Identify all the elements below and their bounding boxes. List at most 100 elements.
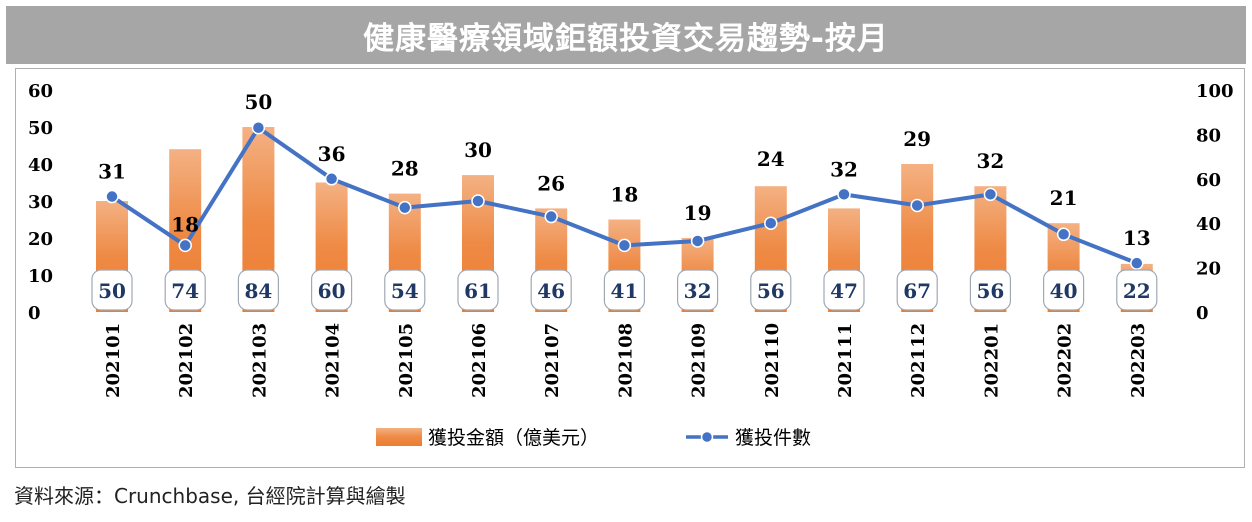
legend: 獲投金額（億美元） 獲投件數 (376, 427, 811, 449)
legend-bar-label: 獲投金額（億美元） (428, 427, 599, 449)
line-point (837, 187, 851, 202)
amount-label: 21 (1050, 186, 1078, 210)
left-axis: 0 10 20 30 40 50 60 (28, 81, 53, 324)
chart-title: 健康醫療領域鉅額投資交易趨勢-按月 (6, 6, 1246, 64)
left-tick-label: 0 (28, 303, 41, 324)
right-tick-label: 0 (1196, 303, 1209, 324)
x-tick-label: 202108 (615, 323, 636, 398)
amount-label: 13 (1123, 226, 1151, 250)
amount-label: 28 (391, 157, 419, 181)
x-tick-label: 202111 (835, 323, 856, 398)
count-label-box (823, 269, 865, 311)
count-label-box (896, 269, 938, 311)
count-label: 22 (1123, 279, 1151, 303)
amount-label: 24 (757, 147, 785, 171)
count-label-box (91, 269, 133, 311)
amount-label: 29 (903, 127, 931, 151)
count-label-box (164, 269, 206, 311)
x-tick-label: 202101 (103, 323, 124, 398)
line-point (324, 172, 339, 186)
legend-line-marker (700, 430, 714, 444)
left-tick-label: 50 (28, 118, 53, 139)
source-note: 資料來源：Crunchbase, 台經院計算與繪製 (14, 484, 406, 508)
line-point (251, 120, 266, 135)
x-tick-label: 202109 (689, 323, 710, 398)
count-label-box (1042, 269, 1085, 311)
count-label: 54 (391, 279, 419, 303)
x-tick-label: 202201 (981, 323, 1002, 398)
line-point (764, 216, 778, 230)
x-tick-label: 202104 (323, 323, 344, 398)
count-label: 32 (684, 279, 712, 303)
count-label-box (530, 269, 572, 311)
legend-bar-swatch (376, 428, 422, 446)
count-label: 61 (464, 279, 492, 303)
count-label: 60 (318, 279, 346, 303)
right-tick-label: 20 (1196, 259, 1221, 280)
amount-label: 36 (318, 142, 346, 166)
amount-label: 32 (830, 157, 858, 181)
line-point (1056, 227, 1071, 242)
line-point (544, 209, 558, 224)
line-value-labels: 50 74 84 60 54 61 46 41 32 56 47 67 56 40 22 (91, 269, 1158, 311)
x-tick-label: 202107 (542, 323, 563, 398)
right-tick-label: 40 (1196, 214, 1221, 235)
x-tick-label: 202110 (762, 323, 783, 398)
right-tick-label: 100 (1196, 81, 1234, 102)
x-tick-label: 202203 (1128, 323, 1149, 398)
count-label: 56 (976, 279, 1004, 303)
right-tick-label: 80 (1196, 125, 1221, 146)
left-tick-label: 40 (28, 155, 53, 176)
bar-value-labels: 31 18 50 36 28 30 26 18 19 24 32 29 32 21 13 (98, 90, 1151, 250)
x-tick-label: 202112 (908, 323, 929, 398)
count-label-box (457, 269, 499, 311)
amount-label: 18 (171, 212, 199, 236)
x-tick-label: 202103 (249, 323, 270, 398)
count-label-box (603, 269, 646, 311)
count-label: 47 (830, 279, 858, 303)
count-label: 40 (1050, 279, 1078, 303)
right-axis: 0 20 40 60 80 100 (1196, 81, 1234, 324)
line-point (617, 238, 632, 253)
count-label: 56 (757, 279, 785, 303)
amount-label: 30 (464, 138, 492, 162)
count-label: 46 (537, 279, 565, 303)
line-point (471, 194, 485, 208)
line-point (398, 200, 412, 215)
count-label: 50 (98, 279, 126, 303)
count-label: 84 (244, 279, 272, 303)
x-tick-label: 202102 (176, 323, 197, 398)
line-point (690, 234, 705, 248)
count-label-box (384, 269, 426, 311)
amount-label: 31 (98, 160, 126, 184)
legend-line-label: 獲投件數 (735, 427, 811, 449)
left-tick-label: 20 (28, 229, 53, 250)
count-label-box (676, 269, 719, 311)
amount-label: 50 (244, 90, 272, 114)
x-tick-label: 202105 (396, 323, 417, 398)
left-tick-label: 30 (28, 192, 53, 213)
count-label: 67 (903, 279, 931, 303)
x-tick-label: 202106 (469, 323, 490, 398)
x-axis-labels: 202101 202102 202103 202104 202105 202106 2021… (103, 323, 1149, 398)
line-point (1130, 256, 1144, 270)
amount-label: 32 (976, 149, 1004, 173)
amount-label: 26 (537, 171, 565, 195)
amount-label: 18 (610, 183, 638, 207)
amount-label: 19 (684, 201, 712, 225)
count-label: 74 (171, 279, 199, 303)
count-label-box (237, 269, 279, 311)
left-tick-label: 60 (28, 81, 53, 102)
line-point (105, 189, 119, 204)
right-tick-label: 60 (1196, 170, 1221, 191)
count-label-box (311, 269, 353, 311)
left-tick-label: 10 (28, 266, 53, 287)
chart-svg: 0 10 20 30 40 50 60 0 20 40 60 80 100 31 18 50 36 28 30 2… (28, 81, 1234, 449)
line-point (910, 198, 924, 213)
line-series (105, 120, 1144, 270)
count-label-box (1116, 269, 1158, 311)
count-label-box (750, 269, 792, 311)
count-label-box (969, 269, 1012, 311)
line-point (178, 238, 192, 253)
x-tick-label: 202202 (1055, 323, 1076, 398)
